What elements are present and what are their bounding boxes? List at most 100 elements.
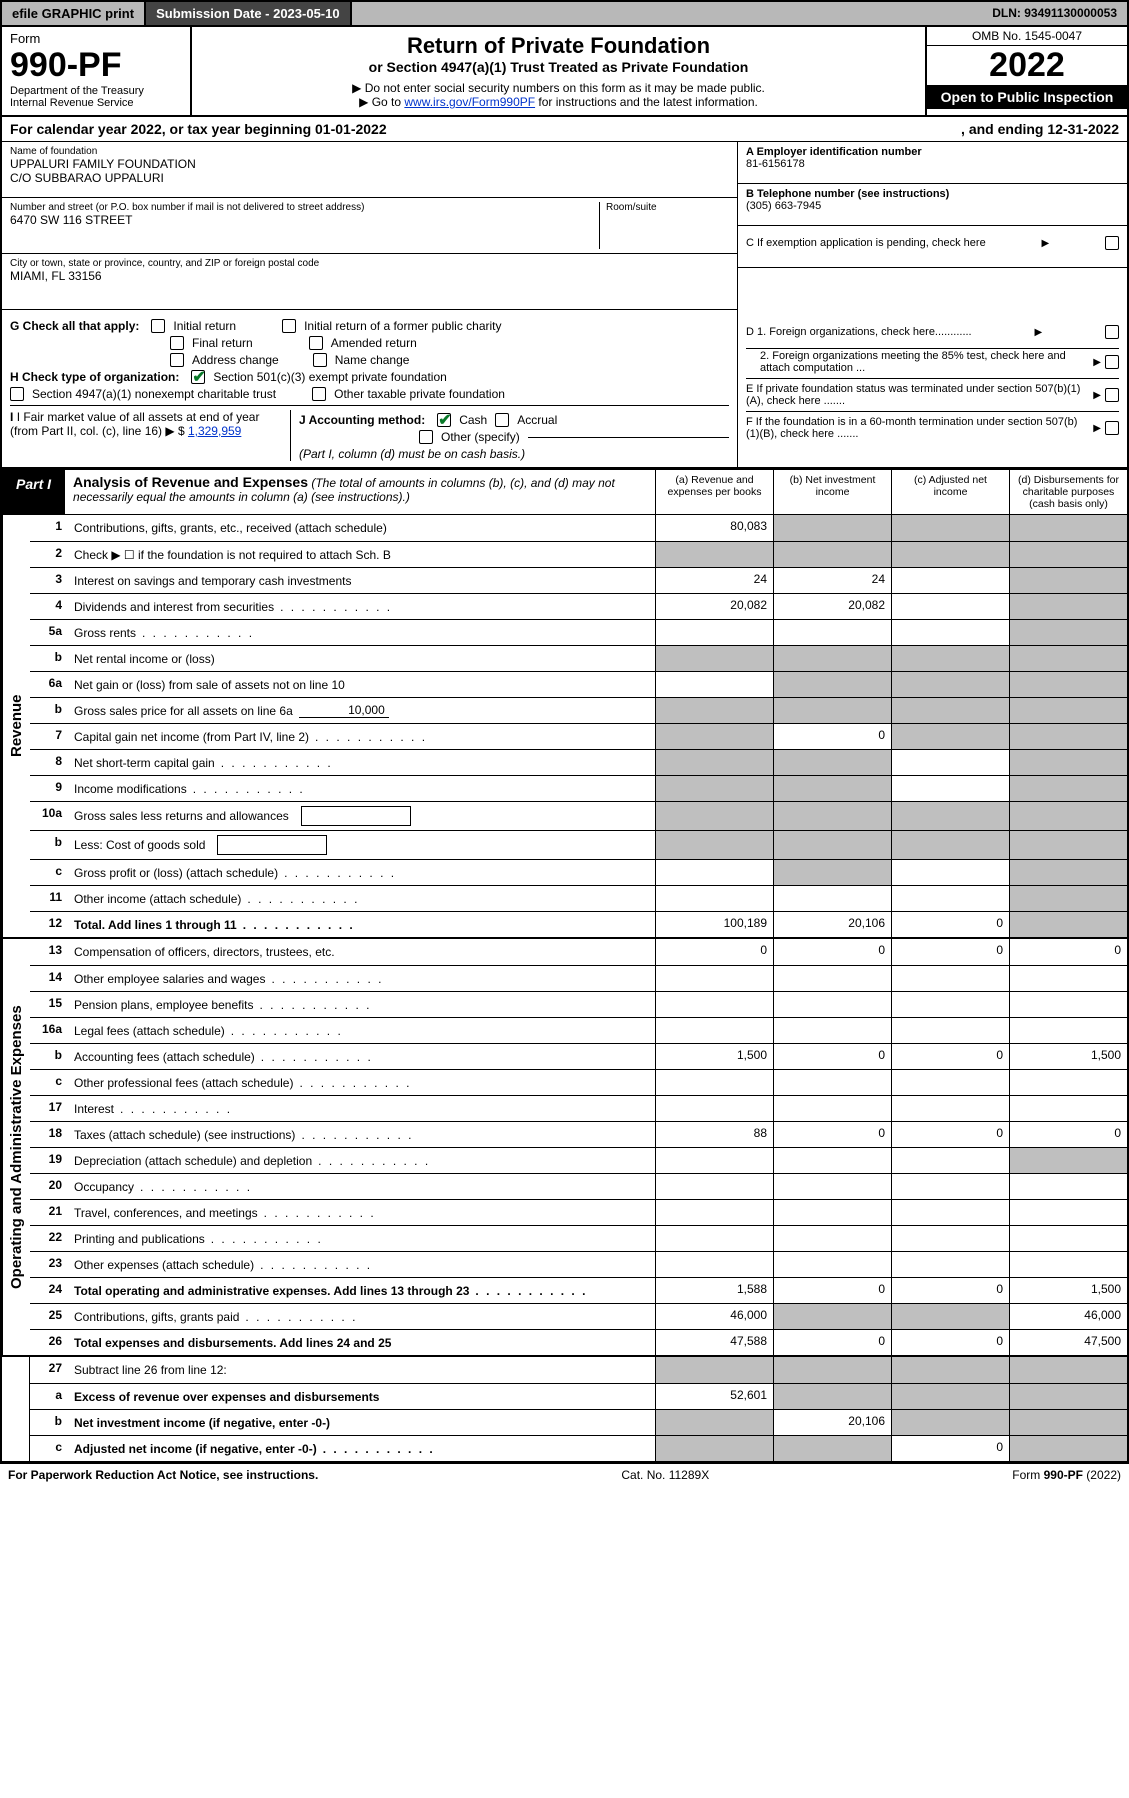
part1-header: Part I Analysis of Revenue and Expenses … — [0, 469, 1129, 515]
dln: DLN: 93491130000053 — [982, 2, 1127, 25]
line-17: 17Interest — [30, 1095, 1127, 1121]
open-inspection: Open to Public Inspection — [927, 85, 1127, 109]
j-accrual[interactable] — [495, 413, 509, 427]
line-5b: bNet rental income or (loss) — [30, 645, 1127, 671]
addr-label: Number and street (or P.O. box number if… — [10, 202, 599, 213]
line-12: 12Total. Add lines 1 through 11100,18920… — [30, 911, 1127, 937]
line-13: 13Compensation of officers, directors, t… — [30, 939, 1127, 965]
line-6b: bGross sales price for all assets on lin… — [30, 697, 1127, 723]
room-label: Room/suite — [606, 202, 729, 213]
h-501c3[interactable] — [191, 370, 205, 384]
city-state-zip: MIAMI, FL 33156 — [10, 269, 729, 283]
col-b-hdr: (b) Net investment income — [773, 470, 891, 514]
street-address: 6470 SW 116 STREET — [10, 213, 599, 227]
form-number: 990-PF — [10, 46, 182, 85]
g-lead: G Check all that apply: — [10, 319, 139, 333]
calendar-year-row: For calendar year 2022, or tax year begi… — [0, 117, 1129, 142]
topbar: efile GRAPHIC print Submission Date - 20… — [0, 0, 1129, 27]
line-16c: cOther professional fees (attach schedul… — [30, 1069, 1127, 1095]
line-24: 24Total operating and administrative exp… — [30, 1277, 1127, 1303]
g-initial-former[interactable] — [282, 319, 296, 333]
line-14: 14Other employee salaries and wages — [30, 965, 1127, 991]
city-label: City or town, state or province, country… — [10, 258, 729, 269]
part1-title: Analysis of Revenue and Expenses — [73, 474, 308, 490]
line-23: 23Other expenses (attach schedule) — [30, 1251, 1127, 1277]
line-1: 1Contributions, gifts, grants, etc., rec… — [30, 515, 1127, 541]
tax-year: 2022 — [927, 46, 1127, 85]
line-16b: bAccounting fees (attach schedule)1,5000… — [30, 1043, 1127, 1069]
form-word: Form — [10, 31, 182, 46]
line-2: 2Check ▶ ☐ if the foundation is not requ… — [30, 541, 1127, 567]
h-4947[interactable] — [10, 387, 24, 401]
line-9: 9Income modifications — [30, 775, 1127, 801]
g-name-change[interactable] — [313, 353, 327, 367]
line-25: 25Contributions, gifts, grants paid46,00… — [30, 1303, 1127, 1329]
omb-no: OMB No. 1545-0047 — [927, 27, 1127, 46]
j-cash[interactable] — [437, 413, 451, 427]
h-lead: H Check type of organization: — [10, 370, 179, 384]
phone-value: (305) 663-7945 — [746, 200, 1119, 212]
bullet-2: ▶ Go to www.irs.gov/Form990PF for instru… — [204, 95, 913, 109]
entity-info: Name of foundation UPPALURI FAMILY FOUND… — [0, 142, 1129, 310]
d1-checkbox[interactable] — [1105, 325, 1119, 339]
line-3: 3Interest on savings and temporary cash … — [30, 567, 1127, 593]
line-10a: 10aGross sales less returns and allowanc… — [30, 801, 1127, 830]
line-27b: bNet investment income (if negative, ent… — [30, 1409, 1127, 1435]
line-27a: aExcess of revenue over expenses and dis… — [30, 1383, 1127, 1409]
dept: Department of the Treasury Internal Reve… — [10, 85, 182, 109]
f-checkbox[interactable] — [1105, 421, 1119, 435]
line-27: 27Subtract line 26 from line 12: — [30, 1357, 1127, 1383]
name-label: Name of foundation — [10, 146, 729, 157]
submission-date: Submission Date - 2023-05-10 — [146, 2, 352, 25]
d1-label: D 1. Foreign organizations, check here..… — [746, 326, 972, 338]
form-subtitle: or Section 4947(a)(1) Trust Treated as P… — [204, 59, 913, 75]
c-label: C If exemption application is pending, c… — [746, 237, 986, 249]
line-11: 11Other income (attach schedule) — [30, 885, 1127, 911]
footer-mid: Cat. No. 11289X — [621, 1468, 709, 1482]
line-16a: 16aLegal fees (attach schedule) — [30, 1017, 1127, 1043]
j-note: (Part I, column (d) must be on cash basi… — [299, 447, 729, 461]
bullet-1: ▶ Do not enter social security numbers o… — [204, 81, 913, 95]
line-22: 22Printing and publications — [30, 1225, 1127, 1251]
g-amended[interactable] — [309, 336, 323, 350]
fmv-link[interactable]: 1,329,959 — [188, 424, 241, 438]
line-8: 8Net short-term capital gain — [30, 749, 1127, 775]
ein-value: 81-6156178 — [746, 158, 1119, 170]
phone-label: B Telephone number (see instructions) — [746, 188, 1119, 200]
e-checkbox[interactable] — [1105, 388, 1119, 402]
line-20: 20Occupancy — [30, 1173, 1127, 1199]
revenue-table: Revenue 1Contributions, gifts, grants, e… — [0, 515, 1129, 939]
g-address-change[interactable] — [170, 353, 184, 367]
line-4: 4Dividends and interest from securities2… — [30, 593, 1127, 619]
j-lead: J Accounting method: — [299, 413, 425, 427]
line-7: 7Capital gain net income (from Part IV, … — [30, 723, 1127, 749]
net-table: 27Subtract line 26 from line 12:aExcess … — [0, 1357, 1129, 1463]
d2-checkbox[interactable] — [1105, 355, 1119, 369]
line-10b: bLess: Cost of goods sold — [30, 830, 1127, 859]
form990pf-link[interactable]: www.irs.gov/Form990PF — [404, 95, 535, 109]
line-10c: cGross profit or (loss) (attach schedule… — [30, 859, 1127, 885]
footer: For Paperwork Reduction Act Notice, see … — [0, 1463, 1129, 1486]
expenses-vlabel: Operating and Administrative Expenses — [2, 939, 30, 1355]
part1-tab: Part I — [2, 470, 65, 514]
g-initial-return[interactable] — [151, 319, 165, 333]
col-a-hdr: (a) Revenue and expenses per books — [655, 470, 773, 514]
revenue-vlabel: Revenue — [2, 515, 30, 937]
foundation-name: UPPALURI FAMILY FOUNDATION C/O SUBBARAO … — [10, 157, 729, 185]
line-18: 18Taxes (attach schedule) (see instructi… — [30, 1121, 1127, 1147]
efile-print-button[interactable]: efile GRAPHIC print — [2, 2, 146, 25]
j-other[interactable] — [419, 430, 433, 444]
footer-right: Form 990-PF (2022) — [1012, 1468, 1121, 1482]
col-c-hdr: (c) Adjusted net income — [891, 470, 1009, 514]
expenses-table: Operating and Administrative Expenses 13… — [0, 939, 1129, 1357]
line-27c: cAdjusted net income (if negative, enter… — [30, 1435, 1127, 1461]
e-label: E If private foundation status was termi… — [746, 383, 1089, 407]
c-checkbox[interactable] — [1105, 236, 1119, 250]
g-final-return[interactable] — [170, 336, 184, 350]
section-ghij: G Check all that apply: Initial return I… — [0, 310, 1129, 469]
line-15: 15Pension plans, employee benefits — [30, 991, 1127, 1017]
h-other-taxable[interactable] — [312, 387, 326, 401]
line-26: 26Total expenses and disbursements. Add … — [30, 1329, 1127, 1355]
line-19: 19Depreciation (attach schedule) and dep… — [30, 1147, 1127, 1173]
footer-left: For Paperwork Reduction Act Notice, see … — [8, 1468, 318, 1482]
